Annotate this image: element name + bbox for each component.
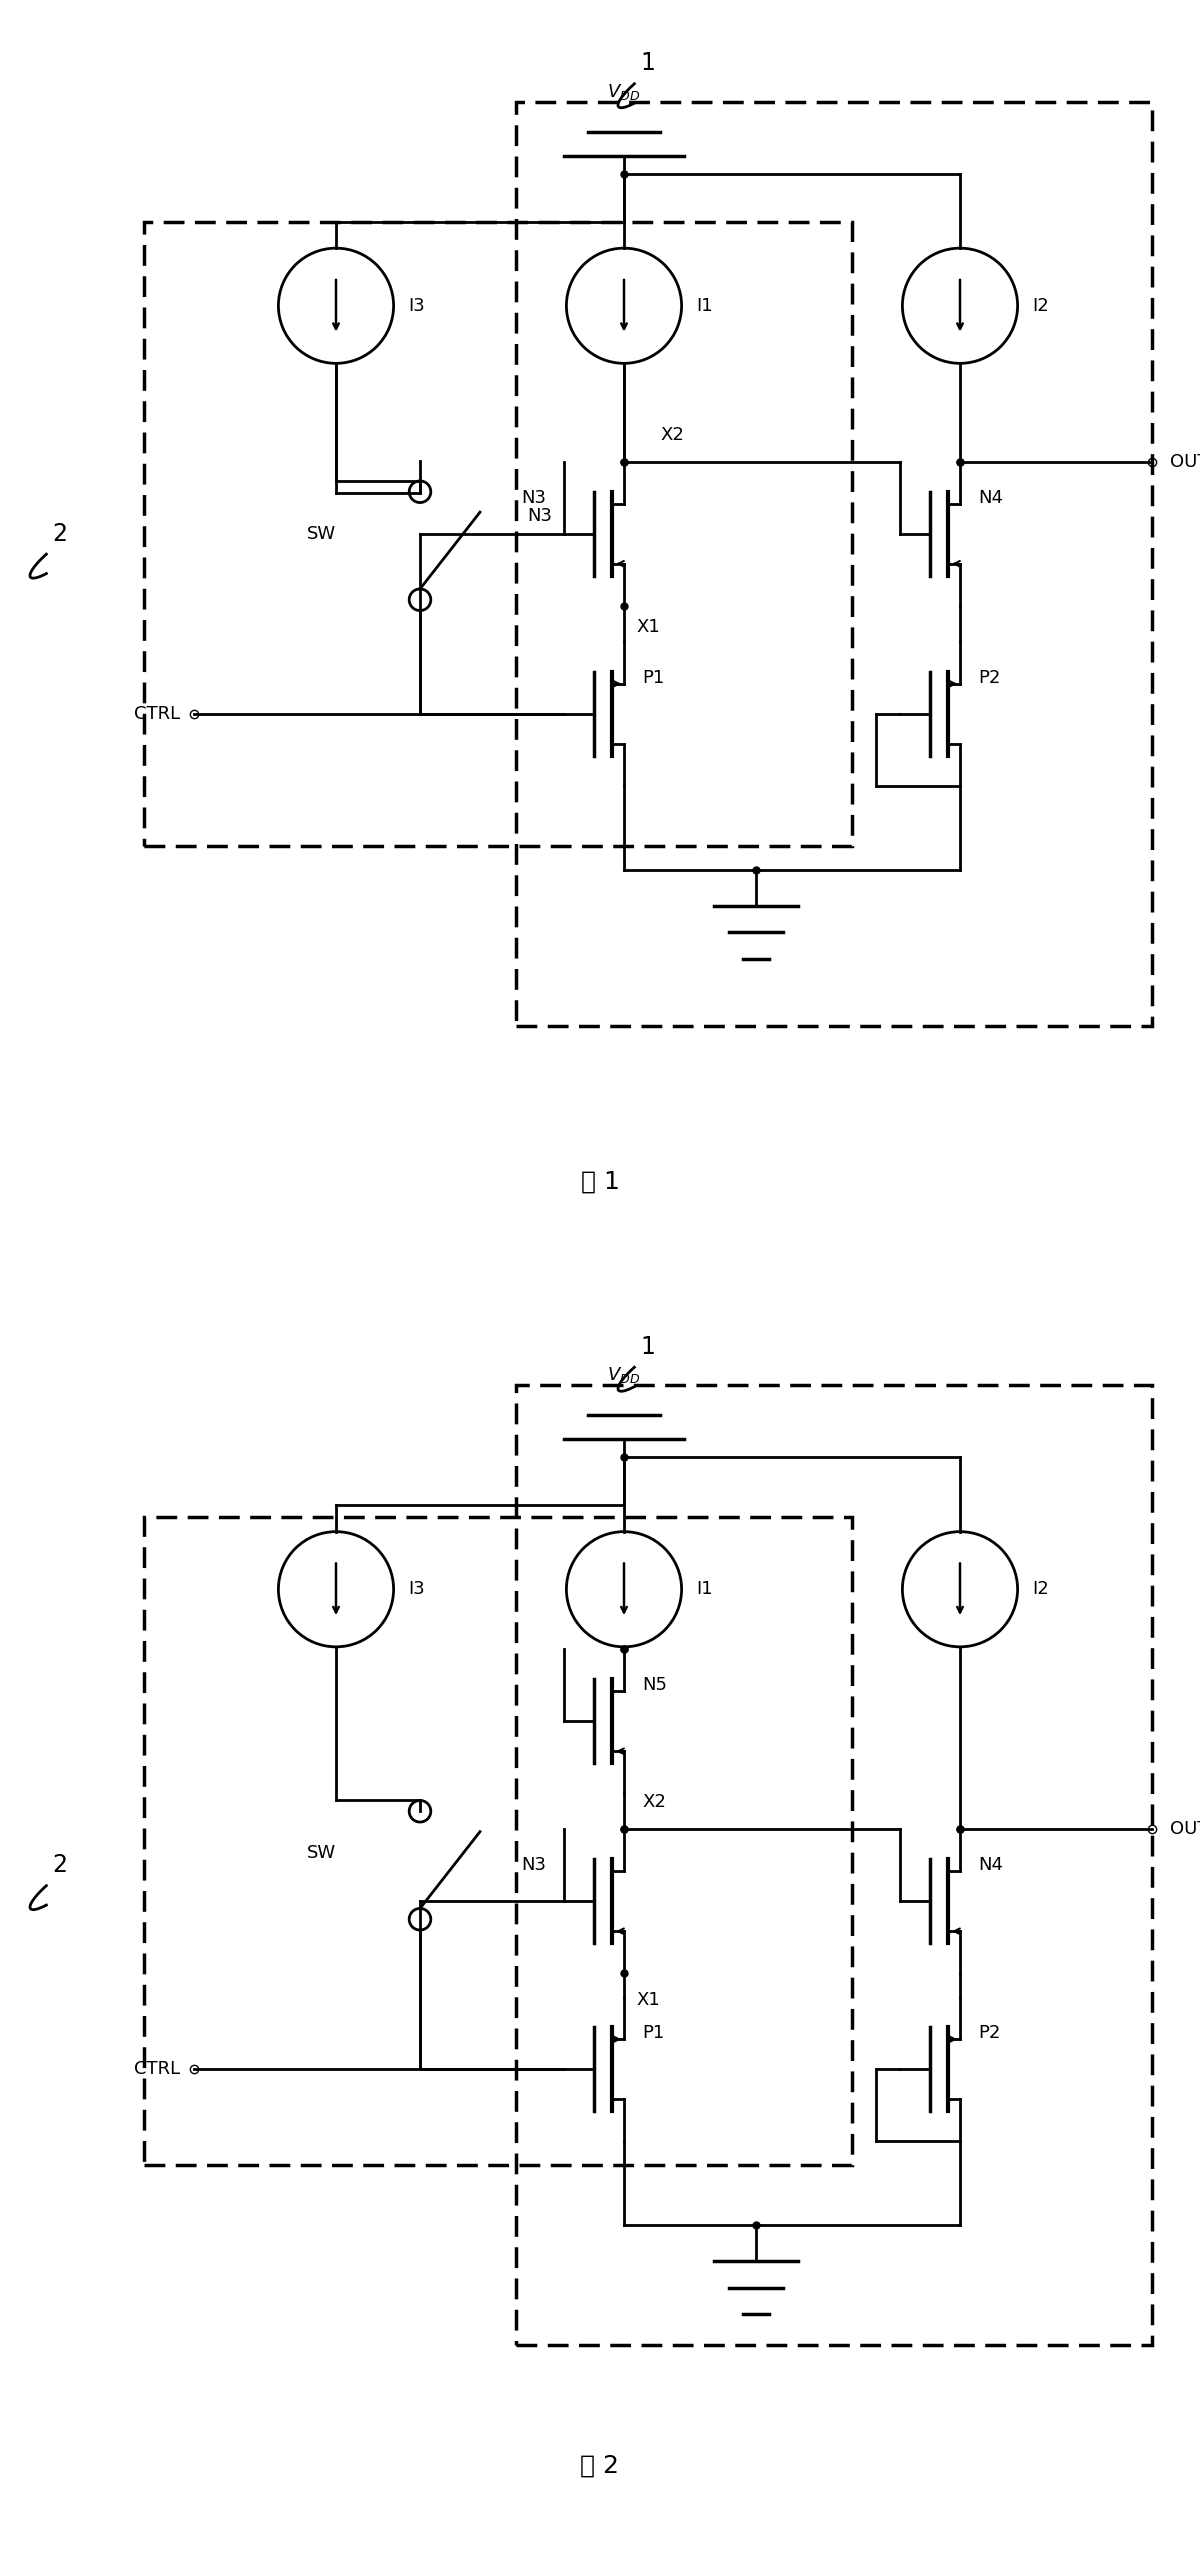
Text: CTRL: CTRL [134,2061,180,2079]
Text: OUT: OUT [1170,1820,1200,1838]
Text: 1: 1 [641,1335,655,1358]
Text: $V_{DD}$: $V_{DD}$ [607,82,641,103]
Text: X1: X1 [636,1992,660,2010]
Text: X2: X2 [660,426,684,444]
Text: SW: SW [307,1843,336,1861]
Text: X2: X2 [642,1794,666,1812]
Bar [144,221,852,845]
Text: I1: I1 [696,1581,713,1599]
Text: I2: I2 [1032,1581,1049,1599]
Text: P1: P1 [642,670,665,688]
Bar [144,1517,852,2164]
Text: 2: 2 [53,1853,67,1876]
Text: N4: N4 [978,488,1003,506]
Text: N3: N3 [527,506,552,524]
Text: 图 2: 图 2 [581,2454,619,2477]
Text: I3: I3 [408,298,425,316]
Text: 1: 1 [641,51,655,74]
Text: P1: P1 [642,2025,665,2043]
Text: P2: P2 [978,2025,1001,2043]
Text: P2: P2 [978,670,1001,688]
Text: N4: N4 [978,1856,1003,1874]
Bar [516,1386,1152,2346]
Text: CTRL: CTRL [134,706,180,724]
Text: N3: N3 [521,488,546,506]
Text: X1: X1 [636,619,660,637]
Text: I3: I3 [408,1581,425,1599]
Text: SW: SW [307,524,336,542]
Text: 2: 2 [53,521,67,547]
Text: I1: I1 [696,298,713,316]
Text: $V_{DD}$: $V_{DD}$ [607,1366,641,1386]
Bar [516,103,1152,1027]
Text: 图 1: 图 1 [581,1171,619,1194]
Text: I2: I2 [1032,298,1049,316]
Text: N3: N3 [521,1856,546,1874]
Text: N5: N5 [642,1676,667,1694]
Text: OUT: OUT [1170,452,1200,470]
